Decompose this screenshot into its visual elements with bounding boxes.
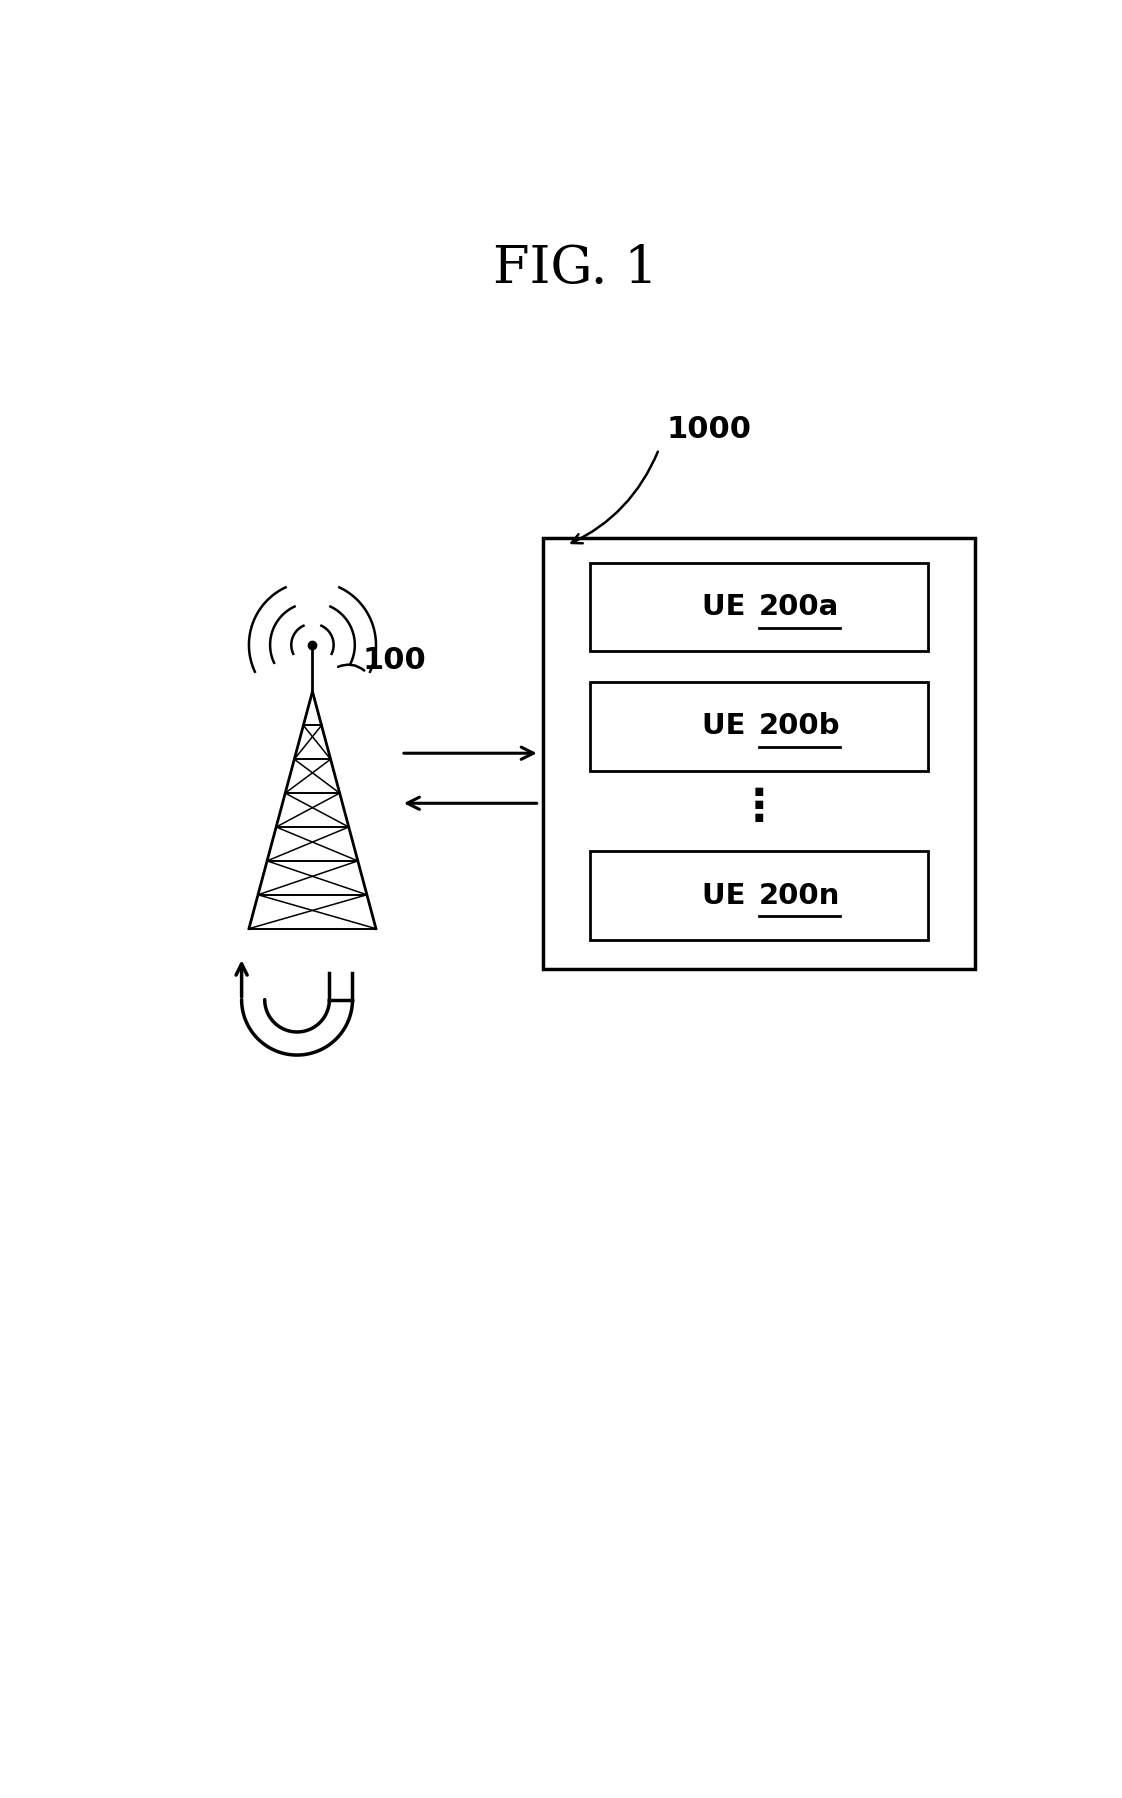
Bar bbox=[590, 563, 928, 651]
Text: 200b: 200b bbox=[760, 712, 840, 741]
Bar bbox=[590, 681, 928, 771]
Text: ⋮: ⋮ bbox=[737, 786, 781, 829]
Text: UE: UE bbox=[701, 712, 755, 741]
Bar bbox=[543, 538, 975, 969]
Text: 200a: 200a bbox=[760, 593, 839, 620]
Text: UE: UE bbox=[701, 593, 755, 620]
Text: 100: 100 bbox=[362, 645, 426, 676]
Text: 200n: 200n bbox=[760, 881, 840, 910]
Text: UE: UE bbox=[701, 881, 755, 910]
Text: FIG. 1: FIG. 1 bbox=[493, 243, 657, 293]
Text: 1000: 1000 bbox=[666, 415, 752, 444]
Bar bbox=[590, 852, 928, 940]
